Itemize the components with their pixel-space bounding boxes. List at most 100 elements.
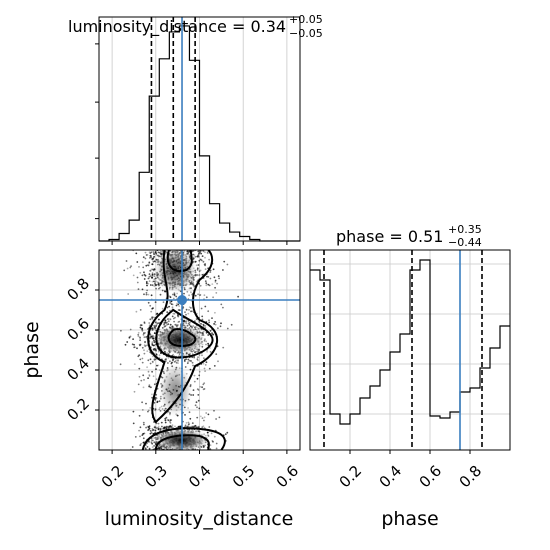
scatter-point [155, 284, 158, 286]
scatter-point [145, 426, 148, 429]
joint-truth-point [177, 295, 188, 305]
scatter-point [148, 261, 151, 264]
phase-x-tick-label: 0.6 [416, 462, 446, 492]
scatter-point [141, 361, 144, 364]
scatter-point [168, 305, 171, 308]
scatter-point [139, 343, 142, 346]
scatter-point [126, 267, 129, 270]
scatter-point [148, 375, 151, 377]
luminosity-distance-tick-label: 0.2 [98, 462, 128, 492]
scatter-point [137, 333, 140, 336]
contour-line [154, 434, 210, 450]
scatter-point [202, 325, 205, 327]
scatter-point [151, 341, 154, 344]
scatter-point [172, 426, 174, 429]
scatter-point [147, 328, 150, 330]
scatter-point [192, 425, 195, 428]
contour-line [141, 427, 226, 450]
scatter-point [175, 295, 178, 298]
scatter-point [190, 360, 192, 362]
scatter-point [142, 386, 145, 389]
scatter-point [207, 283, 210, 286]
scatter-point [143, 423, 145, 426]
scatter-point [154, 408, 157, 410]
scatter-point [165, 324, 168, 326]
scatter-point [138, 367, 141, 370]
scatter-point [197, 394, 200, 396]
scatter-point [196, 255, 199, 258]
scatter-point [194, 255, 197, 258]
scatter-point [140, 379, 143, 382]
scatter-point [147, 410, 149, 413]
scatter-point [159, 293, 162, 296]
scatter-point [201, 426, 204, 429]
scatter-point [155, 393, 158, 396]
scatter-point [197, 359, 199, 362]
scatter-point [177, 360, 179, 363]
scatter-point [136, 347, 138, 350]
scatter-point [226, 431, 229, 434]
scatter-point [154, 409, 157, 412]
scatter-point [142, 266, 145, 269]
scatter-point [205, 412, 208, 414]
scatter-point [167, 320, 170, 323]
scatter-point [174, 316, 176, 319]
scatter-point [171, 424, 174, 427]
contour-line [147, 250, 218, 424]
scatter-point [150, 431, 153, 433]
scatter-point [222, 269, 224, 271]
scatter-point [135, 310, 138, 313]
scatter-point [148, 322, 151, 324]
scatter-point [198, 259, 201, 262]
scatter-point [194, 325, 197, 328]
scatter-point [167, 362, 169, 364]
scatter-point [164, 359, 167, 362]
scatter-point [202, 250, 205, 253]
scatter-point [203, 419, 205, 422]
scatter-point [194, 320, 196, 322]
scatter-point [171, 293, 174, 296]
scatter-point [199, 269, 202, 272]
scatter-point [196, 326, 198, 328]
scatter-point [149, 284, 152, 286]
scatter-point [207, 413, 210, 416]
scatter-point [213, 323, 216, 325]
scatter-point [208, 258, 211, 261]
scatter-point [151, 284, 154, 287]
scatter-point [202, 362, 205, 365]
scatter-point [157, 364, 160, 367]
scatter-point [154, 301, 157, 303]
scatter-point [164, 358, 167, 361]
scatter-point [178, 305, 181, 307]
scatter-point [153, 280, 155, 283]
scatter-point [202, 330, 205, 333]
scatter-point [166, 425, 168, 428]
scatter-point [185, 319, 188, 322]
scatter-point [209, 444, 212, 446]
scatter-point [197, 356, 199, 359]
scatter-point [184, 414, 186, 416]
scatter-point [146, 366, 149, 369]
scatter-point [198, 370, 201, 373]
scatter-point [174, 323, 177, 326]
scatter-point [208, 367, 211, 370]
scatter-point [207, 342, 210, 345]
scatter-point [152, 375, 155, 378]
scatter-point [150, 254, 152, 257]
scatter-point [151, 336, 154, 338]
scatter-point [207, 276, 210, 278]
scatter-point [185, 320, 187, 323]
scatter-point [185, 358, 188, 360]
scatter-point [213, 365, 216, 367]
scatter-point [164, 321, 167, 323]
scatter-point [150, 439, 153, 442]
luminosity-distance-tick-label: 0.4 [185, 462, 215, 492]
scatter-point [174, 360, 177, 363]
scatter-point [215, 418, 218, 420]
scatter-point [152, 316, 155, 319]
scatter-point [175, 359, 178, 361]
scatter-point [138, 414, 141, 417]
scatter-point [194, 424, 197, 427]
scatter-point [204, 324, 207, 327]
scatter-point [153, 349, 156, 352]
